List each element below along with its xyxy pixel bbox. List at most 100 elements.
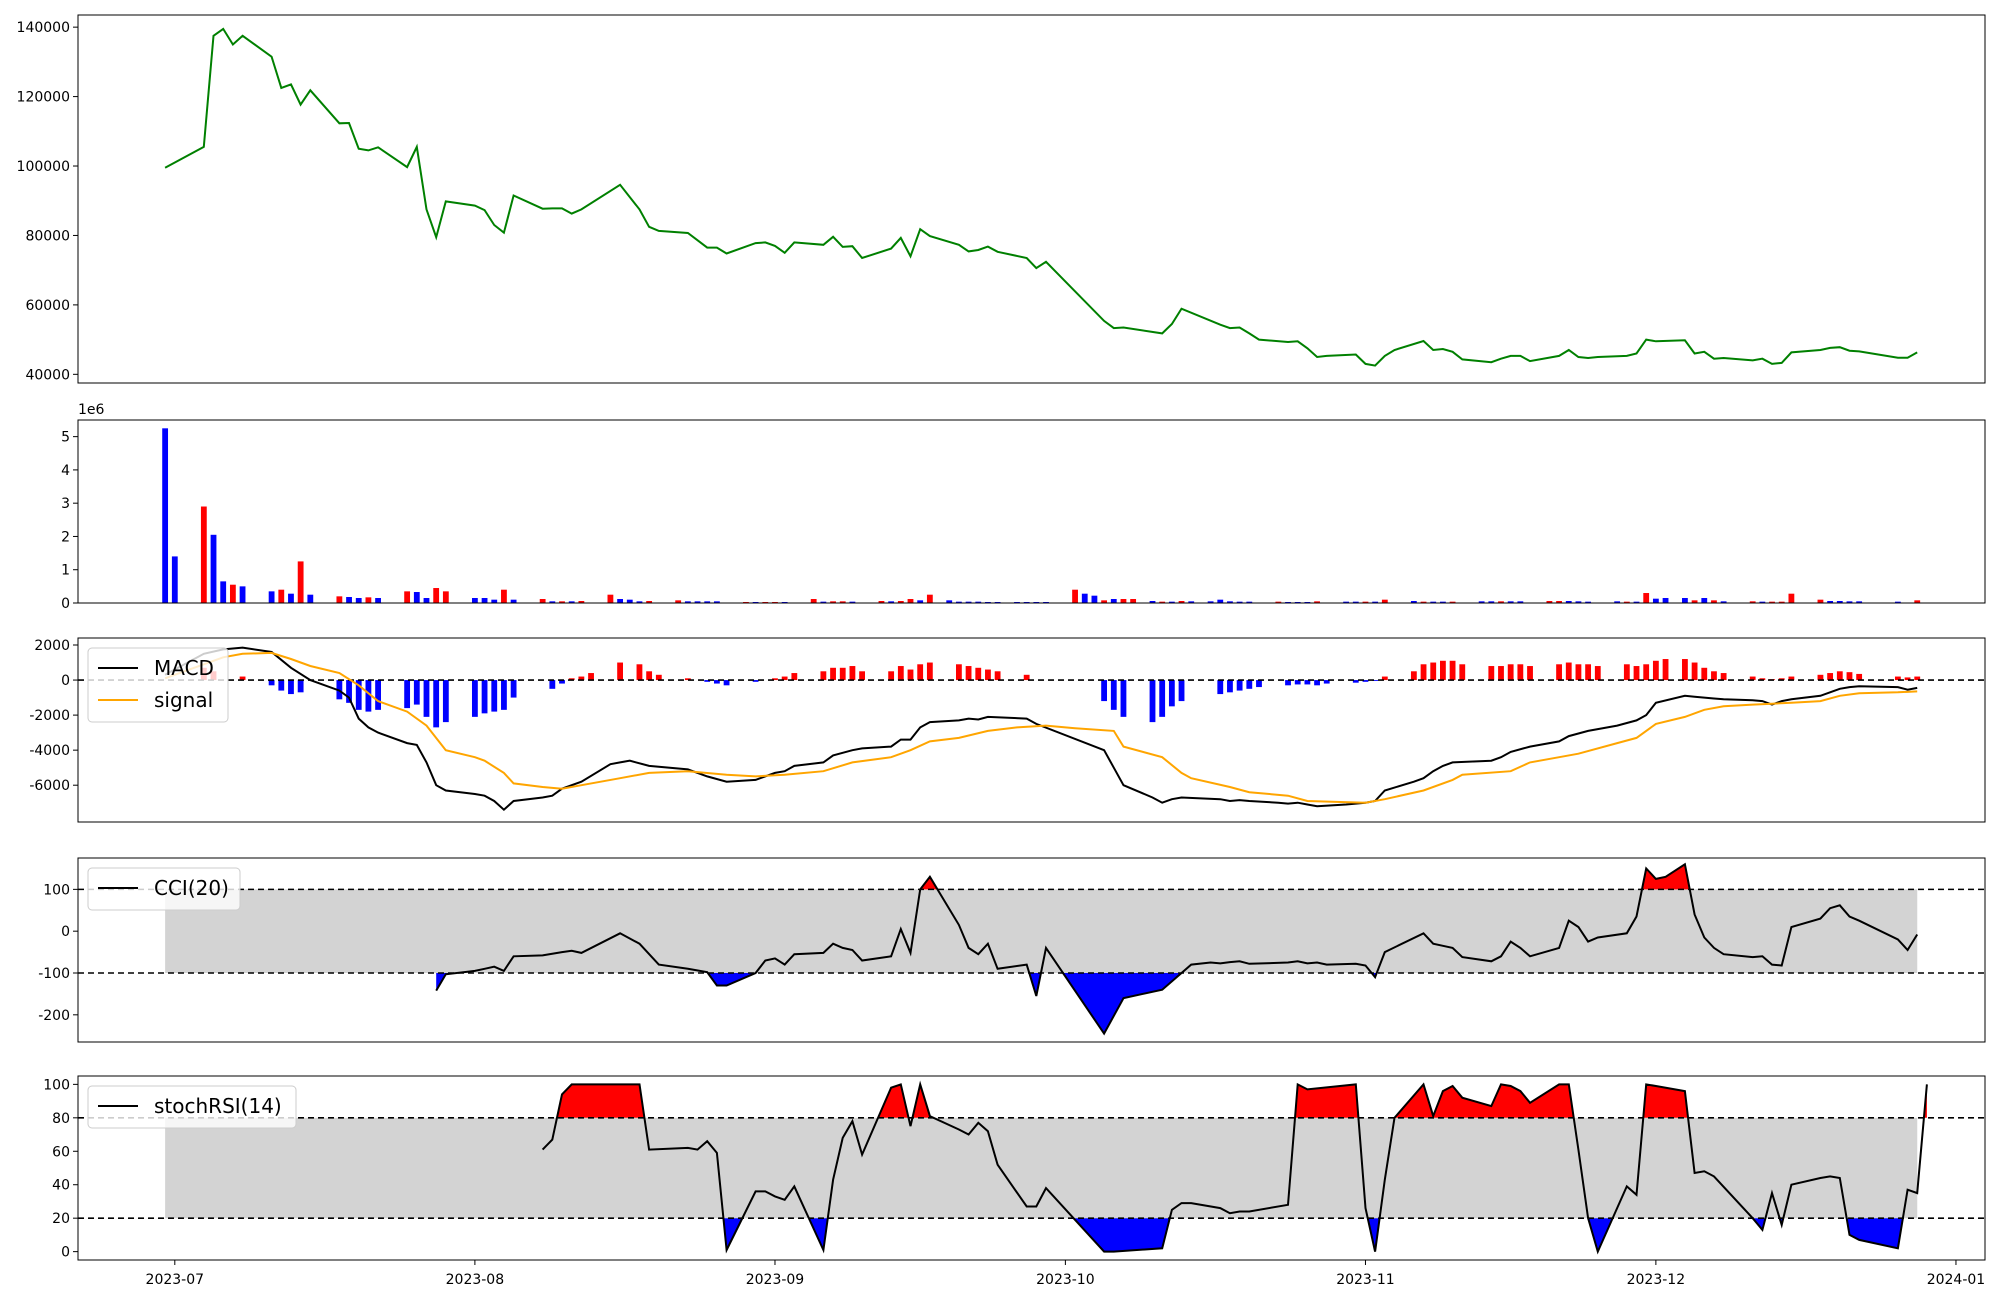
volume-bar	[1507, 601, 1514, 603]
volume-bar	[1120, 599, 1127, 603]
macd-histogram-bar	[1420, 664, 1427, 681]
macd-histogram-bar	[1904, 677, 1911, 681]
macd-histogram-bar	[1323, 680, 1330, 684]
macd-histogram-bar	[1652, 660, 1659, 681]
volume-bar	[171, 556, 178, 603]
macd-histogram-bar	[636, 664, 643, 681]
y-tick-label: -4000	[29, 743, 70, 759]
macd-histogram-bar	[559, 680, 565, 684]
macd-histogram-bar	[1304, 680, 1311, 685]
volume-bar	[433, 588, 440, 603]
axes-frame	[77, 14, 1986, 384]
volume-bar	[907, 599, 914, 603]
volume-bar	[1352, 601, 1359, 603]
volume-bar	[268, 591, 275, 603]
volume-bar	[297, 561, 304, 603]
volume-bar	[1372, 601, 1379, 603]
macd-histogram-bar	[491, 680, 498, 712]
axes-frame	[77, 419, 1986, 604]
y-tick-label: 60000	[25, 298, 70, 314]
macd-histogram-bar	[1691, 662, 1698, 681]
volume-bar	[646, 601, 653, 603]
volume-bar	[578, 601, 585, 603]
macd-histogram-bar	[297, 680, 304, 693]
volume-bar	[1691, 600, 1698, 603]
y-tick-label: 100	[43, 882, 70, 898]
macd-histogram-bar	[1856, 673, 1863, 681]
macd-histogram-bar	[1352, 680, 1359, 683]
volume-bar	[1236, 601, 1243, 603]
legend-label: signal	[154, 688, 213, 712]
macd-histogram-bar	[268, 680, 275, 686]
macd-histogram-bar	[1846, 672, 1853, 681]
y-tick-label: 100000	[17, 159, 70, 175]
volume-bar	[1343, 601, 1350, 603]
volume-bar	[1769, 601, 1775, 603]
y-tick-label: 40000	[25, 367, 70, 383]
overbought-fill	[557, 1084, 645, 1118]
volume-bar	[1101, 600, 1108, 603]
y-tick-label: 2000	[34, 638, 70, 654]
axes-frame	[77, 1075, 1986, 1261]
volume-bar	[1817, 599, 1824, 603]
macd-histogram-bar	[994, 671, 1001, 681]
volume-bar	[1652, 598, 1659, 603]
legend-label: stochRSI(14)	[154, 1094, 282, 1118]
volume-bar	[1623, 601, 1630, 603]
macd-histogram-bar	[1623, 664, 1630, 681]
volume-bar	[878, 601, 885, 603]
macd-histogram-bar	[375, 680, 381, 710]
macd-histogram-bar	[549, 680, 556, 689]
oversold-fill	[1029, 973, 1041, 996]
macd-histogram-bar	[897, 666, 904, 681]
macd-histogram-bar	[1285, 680, 1291, 686]
macd-histogram-bar	[1682, 659, 1688, 681]
macd-histogram-bar	[704, 680, 711, 682]
volume-bar	[897, 601, 904, 603]
macd-histogram-bar	[1449, 660, 1456, 681]
volume-bar	[471, 598, 478, 603]
x-tick-label: 2023-10	[1036, 1272, 1095, 1288]
oversold-fill	[707, 973, 756, 986]
oversold-fill	[1063, 973, 1182, 1034]
oversold-fill	[1367, 1218, 1380, 1252]
volume-bar	[559, 601, 565, 603]
volume-bar	[1478, 601, 1485, 603]
volume-bar	[1159, 601, 1166, 603]
y-tick-label: 3	[61, 496, 70, 512]
volume-bar	[636, 601, 643, 603]
oversold-fill	[1588, 1218, 1613, 1252]
macd-histogram-bar	[1246, 680, 1253, 689]
volume-bar	[510, 599, 517, 603]
overbought-fill	[920, 876, 938, 890]
volume-bar	[1894, 601, 1901, 603]
macd-histogram-bar	[772, 678, 778, 681]
macd-histogram-bar	[1827, 673, 1834, 681]
y-tick-label: 60	[52, 1144, 70, 1160]
volume-bar	[1517, 601, 1524, 603]
volume-bar	[1130, 599, 1137, 603]
volume-bar	[162, 428, 169, 603]
volume-bar	[501, 589, 507, 603]
volume-bar	[626, 599, 633, 603]
macd-histogram-bar	[1430, 662, 1437, 681]
macd-histogram-bar	[859, 671, 866, 681]
macd-histogram-bar	[1585, 664, 1592, 681]
macd-histogram-bar	[752, 680, 759, 682]
volume-bar	[220, 581, 227, 603]
volume-bar	[839, 601, 846, 603]
volume-bar	[549, 601, 556, 603]
y-tick-label: 0	[61, 596, 70, 612]
macd-histogram-bar	[1256, 680, 1262, 688]
volume-bar	[1614, 601, 1621, 603]
macd-histogram-bar	[1381, 676, 1388, 681]
macd-histogram-bar	[1120, 680, 1127, 717]
macd-histogram-bar	[578, 676, 585, 681]
macd-histogram-bar	[1159, 680, 1166, 717]
macd-histogram-bar	[955, 664, 962, 681]
volume-bar	[1759, 601, 1766, 603]
volume-bar	[1110, 599, 1117, 603]
macd-histogram-bar	[907, 669, 914, 681]
macd-histogram-bar	[1662, 659, 1669, 681]
